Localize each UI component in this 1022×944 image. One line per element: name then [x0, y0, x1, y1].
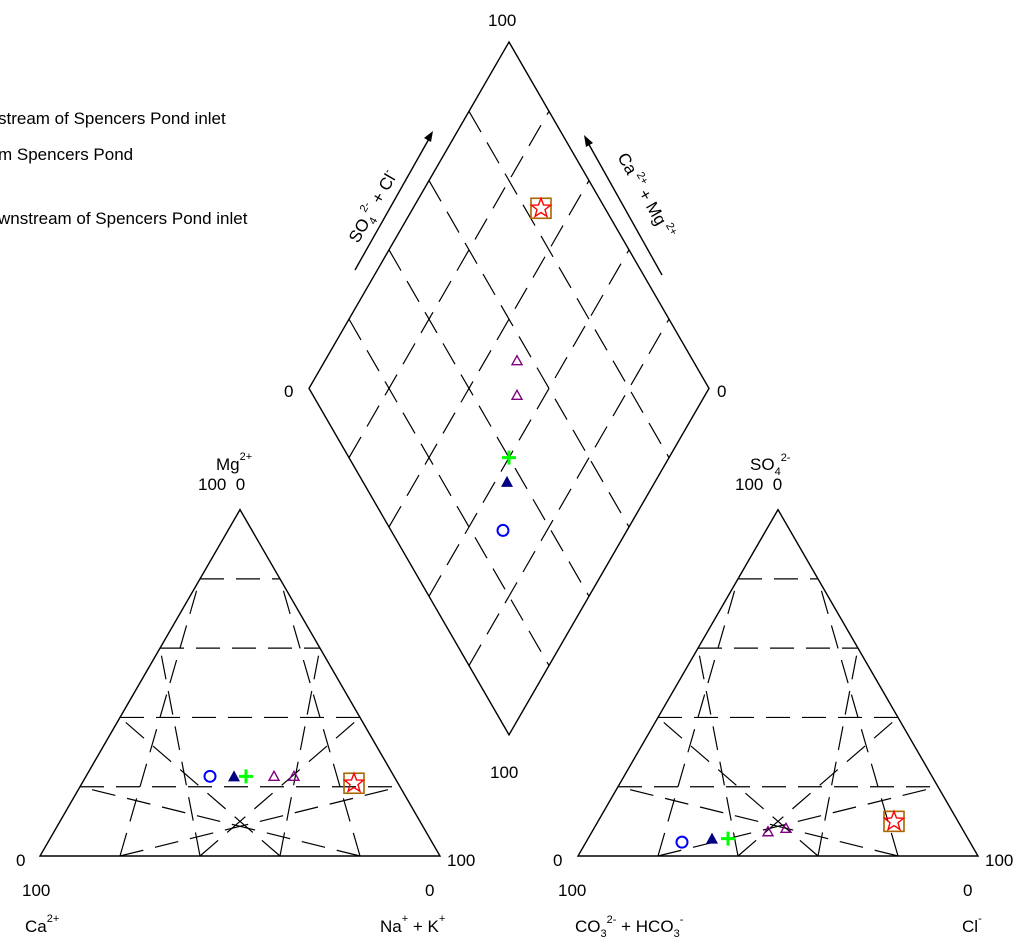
diamond-right-arrowhead	[584, 135, 593, 147]
sample-1-cation-point	[203, 769, 217, 783]
sample-7-anion-point	[882, 809, 906, 832]
anion-grid-b-4	[817, 578, 899, 857]
diamond-grid-b-4	[468, 110, 670, 458]
plot-frames	[38, 40, 980, 857]
anion-frame	[576, 508, 980, 857]
cation-left-axis-end: 0	[16, 851, 25, 870]
sample-6-anion-point	[883, 810, 905, 833]
diamond-right-value: 0	[717, 382, 726, 401]
diamond-left-axis-arrow	[354, 136, 431, 271]
diamond-left-value: 0	[284, 382, 293, 401]
diamond-grid-a-2	[388, 180, 590, 528]
anion-grid-b-1	[657, 786, 939, 857]
sample-4-anion-point	[761, 825, 775, 837]
sample-7-cation-point	[342, 771, 366, 793]
anion-right-axis-end: 100	[985, 851, 1013, 870]
diamond-grid-b-2	[388, 249, 590, 597]
sample-6-cation-point	[343, 772, 365, 795]
cation-top-scale: 100 0	[198, 475, 245, 494]
diamond-frame	[308, 40, 710, 737]
cation-bottom-right-value: 0	[425, 881, 434, 900]
legend-entry-3: wnstream of Spencers Pond inlet	[0, 209, 248, 228]
sample-4-cation-point	[267, 769, 281, 782]
anion-bottom-right-label: Cl-	[962, 913, 982, 936]
sample-5-diamond-point	[510, 354, 524, 366]
sample-5-anion-point	[779, 821, 793, 833]
legend: stream of Spencers Pond inlet m Spencers…	[0, 109, 248, 228]
cation-grid-b-1	[119, 786, 401, 857]
cation-bottom-left-label: Ca2+	[25, 913, 59, 936]
cation-bottom-left-value: 100	[22, 881, 50, 900]
sample-2-diamond-point	[501, 475, 513, 487]
anion-bottom-right-value: 0	[963, 881, 972, 900]
cation-right-axis-end: 100	[447, 851, 475, 870]
sample-7-diamond-point	[529, 196, 553, 219]
sample-2-anion-point	[706, 832, 718, 844]
sample-3-cation-point	[239, 769, 253, 784]
diamond-left-arrowhead	[424, 131, 433, 142]
diamond-right-axis-arrow	[586, 140, 663, 276]
diamond-right-axis-title: Ca 2+ + Mg 2+	[614, 149, 680, 243]
anion-grid-a-4	[617, 786, 899, 857]
diamond-top-value: 100	[488, 11, 516, 30]
sample-4-diamond-point	[510, 388, 524, 401]
sample-5-cation-point	[287, 769, 301, 782]
anion-grid-a-2	[697, 648, 739, 857]
anion-left-axis-end: 0	[553, 851, 562, 870]
cation-grid-a-4	[79, 786, 361, 857]
sample-6-diamond-point	[530, 197, 552, 220]
diamond-axis-arrows	[354, 131, 663, 276]
sample-1-anion-point	[675, 835, 689, 849]
anion-top-scale: 100 0	[735, 475, 782, 494]
diamond-grid-b-1	[348, 318, 550, 666]
cation-top-label: Mg2+	[216, 451, 252, 474]
sample-1-diamond-point	[496, 523, 510, 537]
sample-2-cation-point	[228, 770, 240, 782]
anion-bottom-left-label: CO32- + HCO3-	[575, 914, 684, 940]
diamond-grid-a-4	[468, 318, 670, 666]
cation-grid-b-3	[279, 648, 321, 857]
cation-grid-a-2	[159, 648, 201, 857]
diamond-bottom-value: 100	[490, 763, 518, 782]
diamond-grid-a-3	[428, 249, 630, 597]
anion-bottom-left-value: 100	[558, 881, 586, 900]
sample-markers	[203, 196, 906, 849]
legend-entry-2: m Spencers Pond	[0, 145, 133, 164]
anion-grid-b-3	[817, 648, 859, 857]
cation-frame	[38, 508, 442, 857]
grid-lines	[79, 110, 939, 857]
diamond-grid-a-1	[348, 110, 550, 458]
diamond-grid-b-3	[428, 180, 630, 528]
cation-bottom-right-label: Na+ + K+	[380, 913, 445, 936]
sample-3-diamond-point	[502, 450, 516, 465]
legend-entry-1: stream of Spencers Pond inlet	[0, 109, 226, 128]
sample-3-anion-point	[721, 831, 735, 846]
cation-grid-b-4	[279, 578, 361, 857]
